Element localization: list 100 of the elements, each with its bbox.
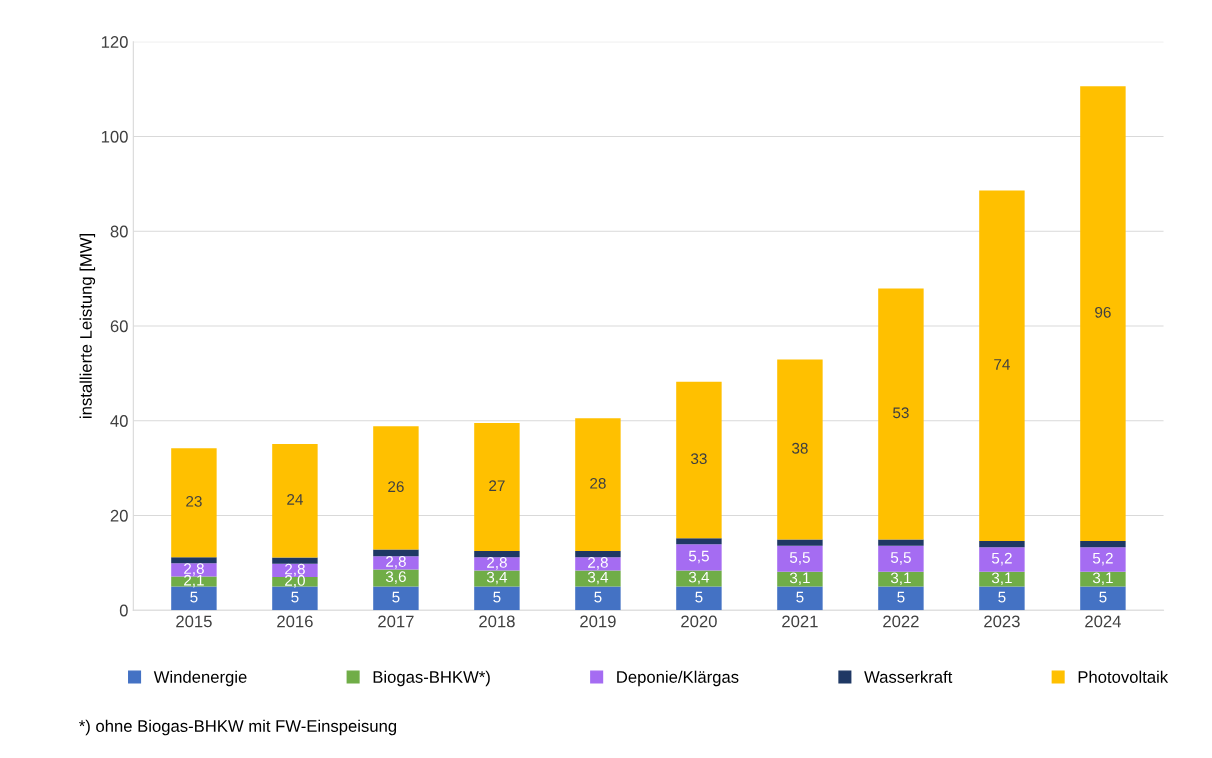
bar (474, 586, 520, 611)
bar (575, 570, 621, 587)
bar (474, 570, 520, 587)
x-tick-label: 2024 (1085, 615, 1121, 628)
bar (777, 545, 823, 572)
bar (1080, 86, 1126, 542)
data-label: 3,4 (587, 571, 609, 585)
bar (272, 586, 318, 611)
data-label: 3,1 (991, 572, 1012, 586)
data-label: 5 (897, 591, 905, 603)
bar (1080, 541, 1126, 548)
data-label: 74 (994, 359, 1010, 370)
data-label: 2,0 (285, 575, 305, 588)
x-tick-label: 2016 (277, 615, 313, 628)
data-label: 2,8 (588, 557, 608, 570)
bar (373, 569, 419, 587)
data-label: 38 (792, 442, 808, 454)
bar (676, 586, 722, 611)
bar (878, 288, 924, 540)
data-label: 5 (291, 591, 299, 603)
data-label: 5 (594, 591, 602, 603)
bar (878, 586, 924, 611)
data-label: 5,5 (890, 552, 911, 565)
data-label: 96 (1095, 306, 1111, 318)
legend-label: Windenergie (153, 670, 247, 687)
bar (575, 550, 621, 558)
bar (474, 550, 520, 558)
data-label: 2,8 (184, 563, 204, 576)
bar (1080, 547, 1126, 572)
bar (373, 586, 419, 611)
legend-label: Photovoltaik (1078, 670, 1169, 683)
x-tick-label: 2017 (378, 615, 414, 628)
data-label: 27 (489, 480, 505, 491)
data-label: 23 (186, 495, 202, 507)
data-label: 5 (493, 591, 501, 603)
data-label: 3,4 (688, 571, 710, 585)
data-label: 3,6 (385, 571, 406, 584)
data-label: 5 (1099, 591, 1107, 603)
data-label: 3,1 (890, 572, 911, 586)
data-label: 5,2 (991, 552, 1012, 566)
bar (878, 545, 924, 572)
bar (575, 586, 621, 611)
data-label: 5 (190, 591, 198, 603)
y-tick-label: 60 (110, 320, 128, 333)
data-label: 5 (998, 591, 1006, 603)
bar (272, 443, 318, 558)
data-label: 3,4 (486, 571, 508, 585)
data-label: 24 (287, 494, 303, 505)
data-label: 3,1 (1092, 572, 1113, 586)
bar (272, 577, 318, 587)
data-label: 2,8 (285, 563, 305, 577)
x-tick-label: 2022 (883, 615, 919, 628)
bar (878, 539, 924, 546)
data-label: 2,8 (487, 557, 507, 570)
legend-label: Biogas-BHKW*) (373, 670, 490, 687)
bar (676, 544, 722, 571)
y-axis-title: installierte Leistung [MW] (79, 234, 96, 418)
bar (878, 571, 924, 587)
bar (171, 576, 217, 587)
bar (272, 557, 318, 564)
bar (777, 571, 823, 587)
bar (676, 538, 722, 545)
bar (979, 547, 1025, 572)
bar (777, 586, 823, 611)
y-tick-label: 20 (110, 509, 128, 522)
data-label: 28 (590, 477, 606, 489)
data-label: 5 (695, 591, 703, 603)
bar (171, 448, 217, 558)
data-label: 5,5 (688, 550, 709, 564)
data-label: 26 (388, 481, 404, 493)
bar (979, 586, 1025, 611)
data-label: 5,5 (789, 552, 810, 565)
y-tick-label: 100 (101, 130, 128, 143)
bar (777, 539, 823, 546)
bar (171, 557, 217, 564)
data-label: 5 (392, 591, 400, 603)
y-tick-label: 120 (101, 36, 128, 48)
x-tick-label: 2019 (580, 615, 616, 628)
bar (979, 190, 1025, 542)
data-label: 3,1 (789, 572, 810, 586)
legend-label: Wasserkraft (864, 670, 953, 683)
bar (676, 570, 722, 587)
data-label: 33 (691, 453, 707, 465)
x-tick-label: 2020 (681, 615, 717, 628)
y-tick-label: 40 (110, 415, 128, 427)
y-tick-label: 80 (110, 225, 128, 238)
bar (979, 571, 1025, 587)
bar (373, 549, 419, 557)
bar (1080, 586, 1126, 611)
bar (575, 418, 621, 551)
x-tick-label: 2018 (479, 615, 515, 628)
bar (1080, 571, 1126, 587)
bar (777, 359, 823, 540)
bar (979, 541, 1025, 548)
x-tick-label: 2023 (984, 615, 1020, 628)
data-label: 5,2 (1092, 552, 1113, 566)
bar (171, 586, 217, 611)
data-label: 5 (796, 591, 804, 603)
data-label: 2,1 (184, 574, 204, 588)
data-label: 53 (893, 407, 909, 419)
